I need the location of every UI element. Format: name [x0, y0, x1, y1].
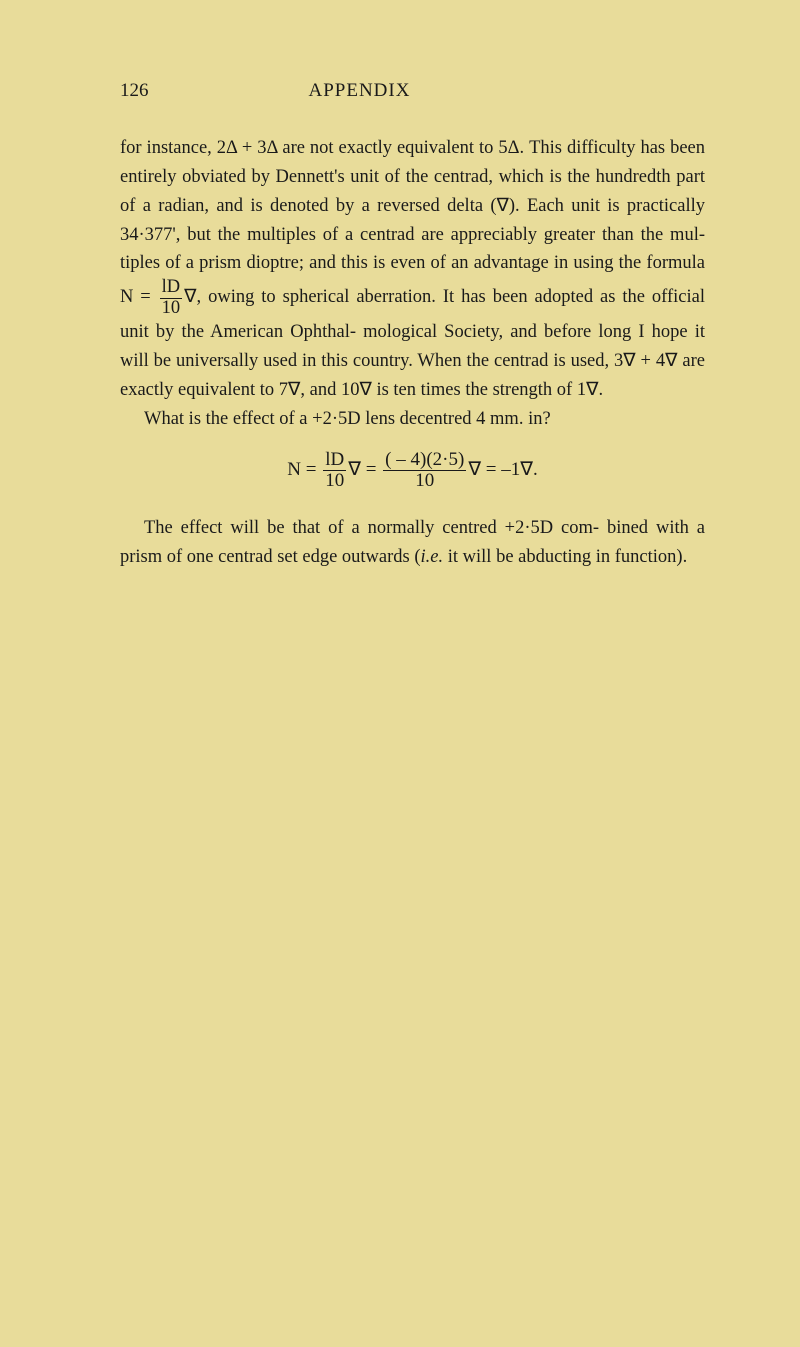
frac-num: lD — [160, 278, 183, 298]
frac-num: lD — [323, 450, 346, 471]
frac-num: ( – 4)(2·5) — [383, 450, 466, 471]
page-number: 126 — [120, 80, 149, 102]
para1-text-after: ∇, owing to spherical aberration. It has… — [120, 287, 705, 399]
eq-lhs: N = — [287, 458, 321, 479]
paragraph-1: for instance, 2Δ + 3Δ are not exactly eq… — [120, 134, 705, 405]
page-title: APPENDIX — [309, 80, 411, 102]
frac-den: 10 — [160, 299, 183, 318]
frac-den: 10 — [323, 471, 346, 491]
equation-block: N = lD10∇ = ( – 4)(2·5)10∇ = –1∇. — [120, 450, 705, 491]
paragraph-3: The effect will be that of a normally ce… — [120, 514, 705, 572]
page-header: 126 APPENDIX — [120, 80, 705, 102]
para3-italic: i.e. — [421, 547, 444, 567]
page-body: for instance, 2Δ + 3Δ are not exactly eq… — [120, 134, 705, 572]
eq-fraction-2: ( – 4)(2·5)10 — [383, 450, 466, 491]
para1-text-before: for instance, 2Δ + 3Δ are not exactly eq… — [120, 138, 705, 307]
inline-fraction-1: lD10 — [160, 278, 183, 318]
eq-rhs: ∇ = –1∇. — [468, 458, 537, 479]
paragraph-2: What is the effect of a +2·5D lens decen… — [120, 405, 705, 434]
eq-fraction-1: lD10 — [323, 450, 346, 491]
para3-end: it will be abducting in function). — [443, 547, 687, 567]
eq-mid1: ∇ = — [348, 458, 381, 479]
frac-den: 10 — [383, 471, 466, 491]
